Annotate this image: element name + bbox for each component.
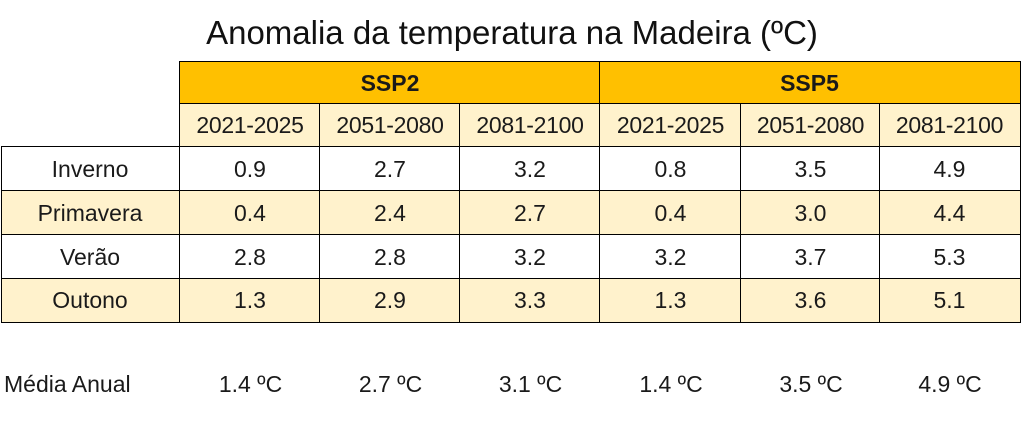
data-cell: 3.0 — [739, 189, 882, 237]
data-cell: 3.5 — [739, 145, 882, 193]
data-cell: 0.4 — [598, 189, 743, 237]
annual-average-value: 2.7 ºC — [358, 371, 423, 397]
period-header: 2081-2100 — [458, 102, 602, 149]
annual-average-value: 4.9 ºC — [918, 371, 982, 397]
data-cell: 2.7 — [318, 145, 462, 193]
data-cell: 2.8 — [318, 233, 462, 281]
data-cell: 0.4 — [178, 189, 322, 237]
period-header: 2021-2025 — [598, 102, 743, 149]
data-cell: 3.2 — [458, 145, 602, 193]
period-header: 2021-2025 — [178, 102, 322, 149]
data-cell: 4.4 — [878, 189, 1021, 237]
annual-average-value: 1.4 ºC — [218, 371, 283, 397]
data-cell: 3.6 — [739, 277, 882, 323]
data-cell: 0.9 — [178, 145, 322, 193]
data-cell: 5.1 — [878, 277, 1021, 323]
scenario-header-ssp5: SSP5 — [598, 60, 1021, 106]
data-cell: 1.3 — [598, 277, 743, 323]
data-cell: 3.2 — [458, 233, 602, 281]
annual-average-label: Média Anual — [4, 371, 131, 397]
season-label: Inverno — [0, 145, 180, 193]
season-label: Primavera — [0, 189, 180, 237]
data-cell: 5.3 — [878, 233, 1021, 281]
period-header: 2081-2100 — [878, 102, 1021, 149]
data-cell: 1.3 — [178, 277, 322, 323]
annual-average-value: 3.5 ºC — [779, 371, 843, 397]
data-cell: 0.8 — [598, 145, 743, 193]
data-cell: 4.9 — [878, 145, 1021, 193]
annual-average-value: 1.4 ºC — [639, 371, 703, 397]
period-header: 2051-2080 — [318, 102, 462, 149]
scenario-header-ssp2: SSP2 — [178, 60, 602, 106]
season-label: Verão — [0, 233, 180, 281]
period-header: 2051-2080 — [739, 102, 882, 149]
chart-title: Anomalia da temperatura na Madeira (ºC) — [206, 14, 818, 51]
data-cell: 2.9 — [318, 277, 462, 323]
season-label: Outono — [0, 277, 180, 323]
data-cell: 2.4 — [318, 189, 462, 237]
annual-average-value: 3.1 ºC — [498, 371, 563, 397]
data-cell: 3.7 — [739, 233, 882, 281]
data-cell: 2.7 — [458, 189, 602, 237]
data-cell: 3.2 — [598, 233, 743, 281]
data-cell: 2.8 — [178, 233, 322, 281]
data-cell: 3.3 — [458, 277, 602, 323]
